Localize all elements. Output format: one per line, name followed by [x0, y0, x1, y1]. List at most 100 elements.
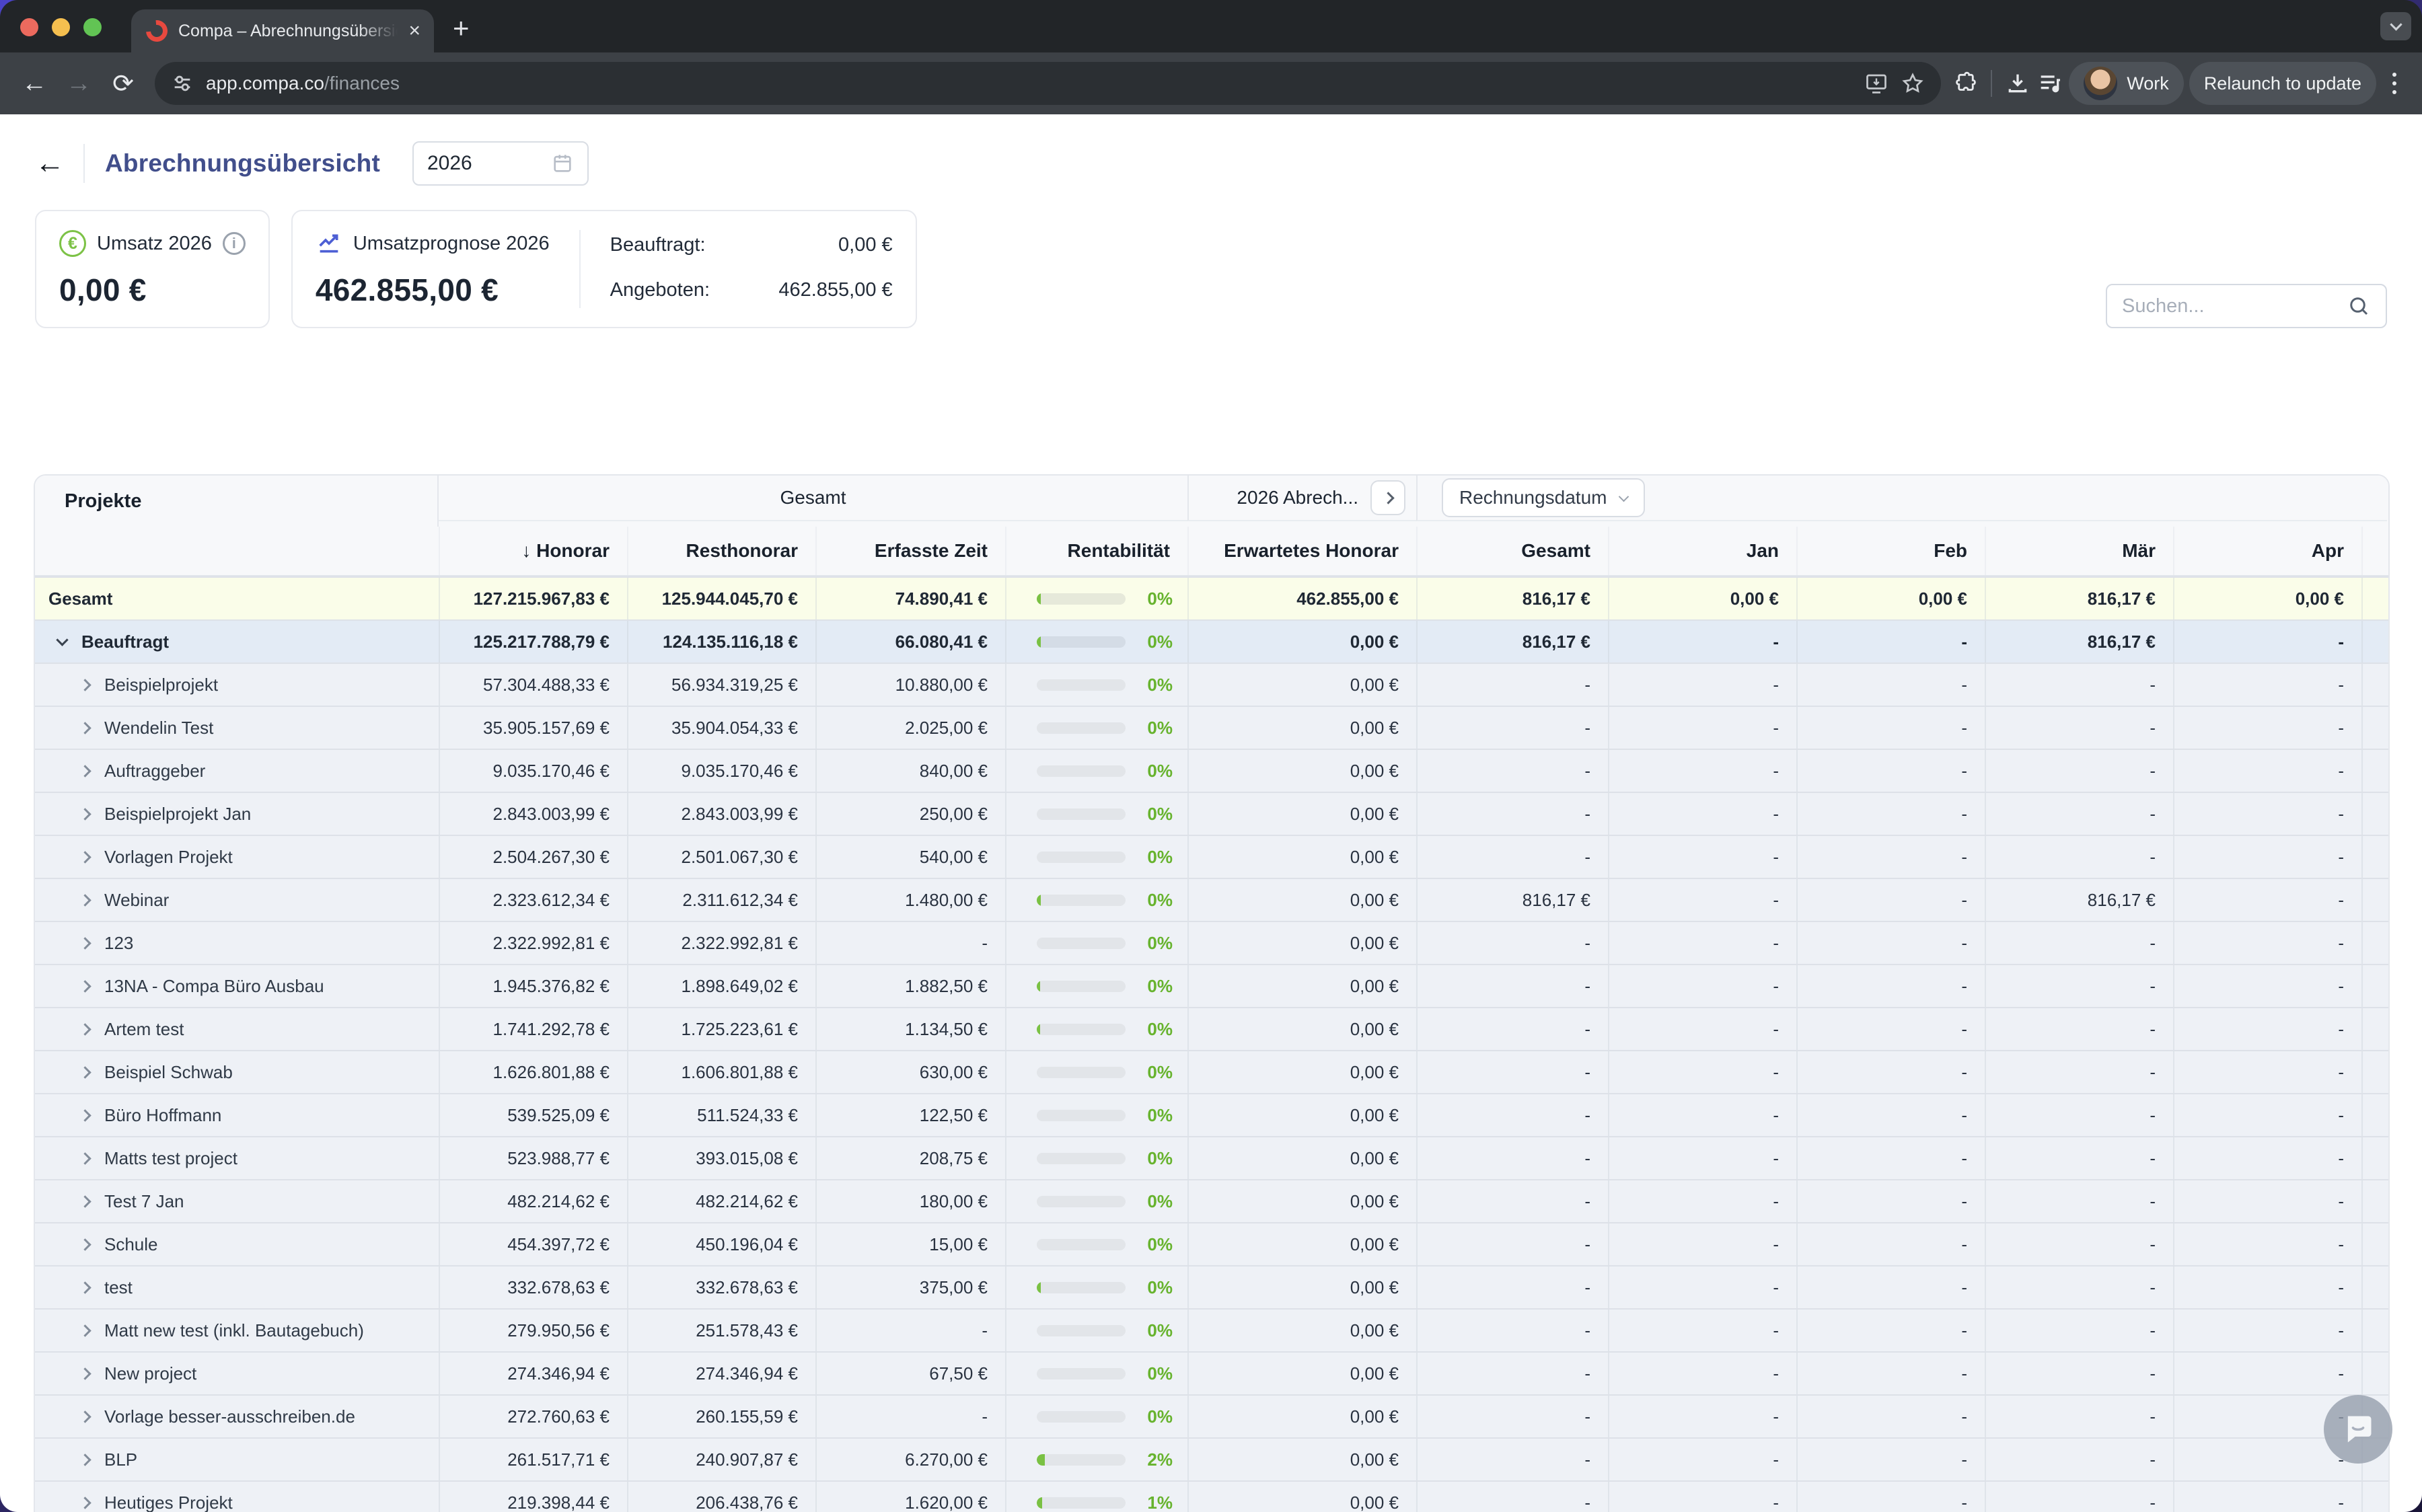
table-row[interactable]: Beauftragt 125.217.788,79 €124.135.116,1… [35, 619, 2388, 663]
chevron-right-icon[interactable] [79, 851, 91, 863]
minimize-window-button[interactable] [52, 18, 70, 36]
chevron-right-icon[interactable] [79, 1453, 91, 1466]
table-row[interactable]: Wendelin Test 35.905.157,69 €35.904.054,… [35, 706, 2388, 749]
bookmark-star-icon[interactable] [1901, 71, 1925, 96]
column-header[interactable]: Resthonorar [627, 527, 815, 575]
address-bar[interactable]: app.compa.co/finances [155, 62, 1941, 105]
chevron-right-icon[interactable] [79, 1238, 91, 1250]
media-queue-icon[interactable] [2036, 70, 2063, 97]
table-row[interactable]: 13NA - Compa Büro Ausbau 1.945.376,82 €1… [35, 964, 2388, 1007]
profile-button[interactable]: Work [2069, 62, 2184, 105]
project-name-cell[interactable]: Matt new test (inkl. Bautagebuch) [35, 1310, 439, 1351]
table-row[interactable]: Artem test 1.741.292,78 €1.725.223,61 €1… [35, 1007, 2388, 1050]
column-header[interactable]: ↓ Honorar [439, 527, 627, 575]
table-row[interactable]: Beispielprojekt Jan 2.843.003,99 €2.843.… [35, 792, 2388, 835]
project-name-cell[interactable]: Matts test project [35, 1137, 439, 1179]
maximize-window-button[interactable] [83, 18, 102, 36]
table-row[interactable]: Matts test project 523.988,77 €393.015,0… [35, 1136, 2388, 1179]
tab-search-button[interactable] [2380, 12, 2411, 40]
project-name-cell[interactable]: Beauftragt [35, 621, 439, 663]
project-name-cell[interactable]: Gesamt [35, 578, 439, 619]
table-row[interactable]: Test 7 Jan 482.214,62 €482.214,62 €180,0… [35, 1179, 2388, 1222]
table-row[interactable]: Auftraggeber 9.035.170,46 €9.035.170,46 … [35, 749, 2388, 792]
project-name-cell[interactable]: Test 7 Jan [35, 1180, 439, 1222]
year-picker[interactable]: 2026 [412, 141, 589, 186]
column-header[interactable]: Erwartetes Honorar [1187, 527, 1416, 575]
project-name-cell[interactable]: New project [35, 1353, 439, 1394]
column-header[interactable]: Apr [2173, 527, 2361, 575]
chevron-right-icon[interactable] [79, 1109, 91, 1121]
project-name-cell[interactable]: 13NA - Compa Büro Ausbau [35, 965, 439, 1007]
project-name-cell[interactable]: Artem test [35, 1008, 439, 1050]
project-name-cell[interactable]: Schule [35, 1223, 439, 1265]
column-header[interactable]: Mär [1985, 527, 2173, 575]
chevron-right-icon[interactable] [79, 722, 91, 734]
project-name-cell[interactable]: Beispiel Schwab [35, 1051, 439, 1093]
search-icon[interactable] [2347, 294, 2371, 318]
column-header[interactable]: Rentabilität [1005, 527, 1187, 575]
project-name-cell[interactable]: Vorlage besser-ausschreiben.de [35, 1396, 439, 1437]
table-row[interactable]: Gesamt 127.215.967,83 €125.944.045,70 €7… [35, 576, 2388, 619]
info-icon[interactable]: i [223, 232, 246, 255]
project-name-cell[interactable]: Auftraggeber [35, 750, 439, 792]
close-window-button[interactable] [20, 18, 38, 36]
project-name-cell[interactable]: Beispielprojekt [35, 664, 439, 706]
chevron-right-icon[interactable] [79, 1410, 91, 1423]
table-row[interactable]: Vorlage besser-ausschreiben.de 272.760,6… [35, 1394, 2388, 1437]
new-tab-button[interactable]: + [434, 12, 470, 52]
project-name-cell[interactable]: Wendelin Test [35, 707, 439, 749]
column-header[interactable]: Erfasste Zeit [815, 527, 1005, 575]
browser-tab[interactable]: Compa – Abrechnungsübersic × [131, 9, 434, 52]
browser-menu-icon[interactable] [2382, 73, 2407, 94]
chevron-right-icon[interactable] [79, 1281, 91, 1293]
tab-close-icon[interactable]: × [408, 21, 420, 41]
project-name-cell[interactable]: BLP [35, 1439, 439, 1480]
extensions-puzzle-icon[interactable] [1953, 71, 1979, 96]
chevron-right-icon[interactable] [79, 765, 91, 777]
table-row[interactable]: Webinar 2.323.612,34 €2.311.612,34 €1.48… [35, 878, 2388, 921]
column-header[interactable]: Gesamt [1416, 527, 1608, 575]
forward-button[interactable]: → [59, 64, 98, 103]
chevron-right-icon[interactable] [79, 808, 91, 820]
back-button[interactable]: ← [15, 64, 54, 103]
chevron-right-icon[interactable] [79, 1367, 91, 1379]
table-row[interactable]: Schule 454.397,72 €450.196,04 €15,00 € 0… [35, 1222, 2388, 1265]
table-row[interactable]: 123 2.322.992,81 €2.322.992,81 €- 0% 0,0… [35, 921, 2388, 964]
relaunch-to-update-button[interactable]: Relaunch to update [2189, 62, 2376, 105]
chevron-down-icon[interactable] [56, 634, 68, 646]
column-header[interactable]: Feb [1796, 527, 1985, 575]
table-row[interactable]: Beispiel Schwab 1.626.801,88 €1.606.801,… [35, 1050, 2388, 1093]
table-row[interactable]: Büro Hoffmann 539.525,09 €511.524,33 €12… [35, 1093, 2388, 1136]
column-header-projekte[interactable]: Projekte [35, 476, 439, 527]
table-row[interactable]: New project 274.346,94 €274.346,94 €67,5… [35, 1351, 2388, 1394]
downloads-icon[interactable] [2004, 70, 2031, 97]
chat-support-button[interactable] [2324, 1395, 2392, 1464]
table-row[interactable]: Vorlagen Projekt 2.504.267,30 €2.501.067… [35, 835, 2388, 878]
project-name-cell[interactable]: test [35, 1267, 439, 1308]
search-input[interactable]: Suchen... [2106, 284, 2387, 328]
chevron-right-icon[interactable] [79, 894, 91, 906]
reload-button[interactable]: ⟳ [104, 64, 143, 103]
chevron-right-icon[interactable] [79, 1497, 91, 1509]
project-name-cell[interactable]: Büro Hoffmann [35, 1094, 439, 1136]
install-app-icon[interactable] [1864, 71, 1888, 96]
project-name-cell[interactable]: Vorlagen Projekt [35, 836, 439, 878]
chevron-right-icon[interactable] [79, 1324, 91, 1336]
rechnungsdatum-dropdown[interactable]: Rechnungsdatum [1442, 478, 1645, 517]
table-row[interactable]: Heutiges Projekt 219.398,44 €206.438,76 … [35, 1480, 2388, 1512]
column-header[interactable]: Jan [1608, 527, 1796, 575]
site-settings-icon[interactable] [171, 72, 194, 95]
table-row[interactable]: Matt new test (inkl. Bautagebuch) 279.95… [35, 1308, 2388, 1351]
table-row[interactable]: BLP 261.517,71 €240.907,87 €6.270,00 € 2… [35, 1437, 2388, 1480]
table-row[interactable]: Beispielprojekt 57.304.488,33 €56.934.31… [35, 663, 2388, 706]
chevron-right-icon[interactable] [79, 1023, 91, 1035]
chevron-right-icon[interactable] [79, 679, 91, 691]
chevron-right-icon[interactable] [79, 1152, 91, 1164]
chevron-right-icon[interactable] [79, 1066, 91, 1078]
project-name-cell[interactable]: 123 [35, 922, 439, 964]
chevron-right-icon[interactable] [79, 1195, 91, 1207]
page-back-button[interactable]: ← [35, 149, 65, 178]
chevron-right-icon[interactable] [79, 937, 91, 949]
next-period-button[interactable] [1370, 480, 1405, 515]
chevron-right-icon[interactable] [79, 980, 91, 992]
